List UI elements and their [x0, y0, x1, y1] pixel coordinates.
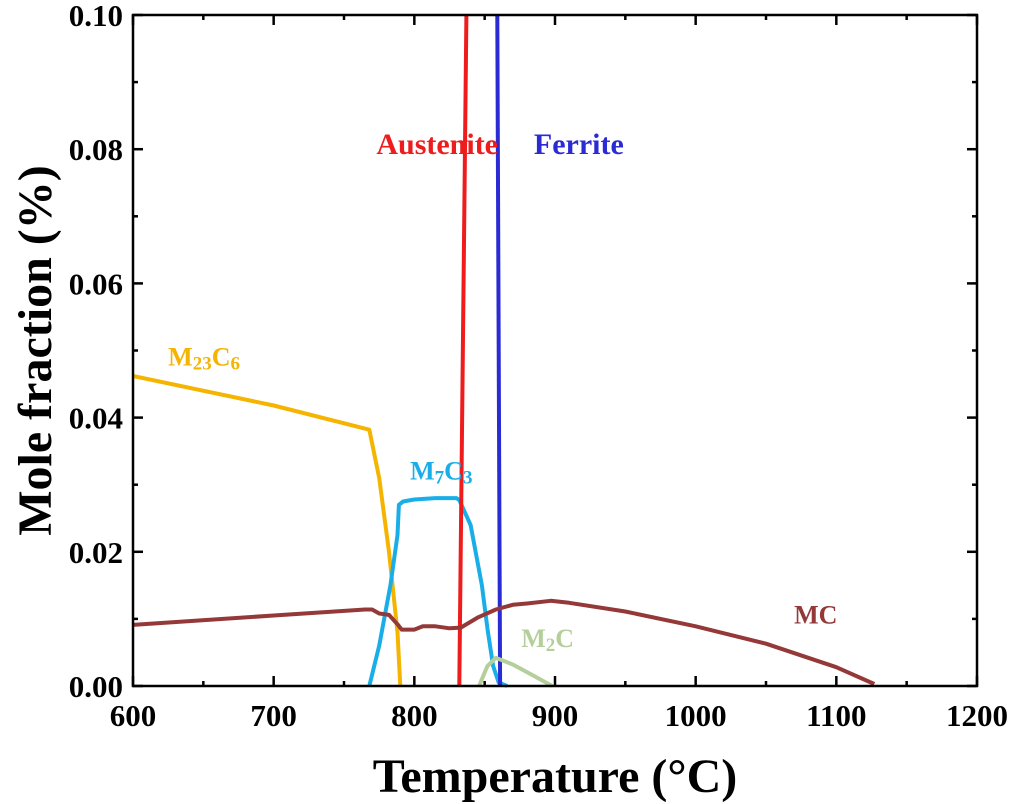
y-tick-label: 0.02 [69, 535, 123, 570]
y-tick-label: 0.06 [69, 266, 123, 301]
tick-layer: 600 700 800 900 1000 1100 1200 0.00 0.02 0.04 0.06… [69, 0, 1008, 733]
x-tick-label: 1100 [806, 698, 866, 733]
y-tick-label: 0.08 [69, 132, 123, 167]
series-line-m7c3 [367, 496, 508, 688]
series-line-m23c6 [132, 374, 403, 687]
series-layer [132, 14, 876, 688]
series-line-austenite [457, 14, 469, 687]
series-label-m2c: M2C [521, 624, 574, 656]
series-label-layer: M23C6 M7C3 Austenite Ferrite M2C MC [168, 128, 837, 656]
x-tick-label: 800 [391, 698, 438, 733]
x-tick-label: 1200 [946, 698, 1008, 733]
x-tick-label: 1000 [665, 698, 727, 733]
x-axis-title: Temperature (°C) [373, 750, 737, 803]
series-label-mc: MC [794, 601, 837, 630]
x-tick-label: 700 [250, 698, 297, 733]
series-label-m7c3: M7C3 [410, 456, 472, 488]
x-tick-label: 900 [532, 698, 579, 733]
y-tick-label: 0.04 [69, 401, 123, 436]
y-tick-label: 0.00 [69, 669, 123, 704]
x-tick-label: 600 [110, 698, 157, 733]
series-line-mc [132, 598, 876, 686]
y-axis-title: Mole fraction (%) [9, 165, 62, 536]
series-label-austenite: Austenite [376, 128, 498, 161]
plot-frame [131, 13, 979, 688]
series-line-m2c [477, 655, 554, 688]
series-line-ferrite [495, 14, 503, 687]
series-label-ferrite: Ferrite [534, 128, 624, 161]
series-label-m23c6: M23C6 [168, 342, 240, 374]
y-tick-label: 0.10 [69, 0, 123, 33]
